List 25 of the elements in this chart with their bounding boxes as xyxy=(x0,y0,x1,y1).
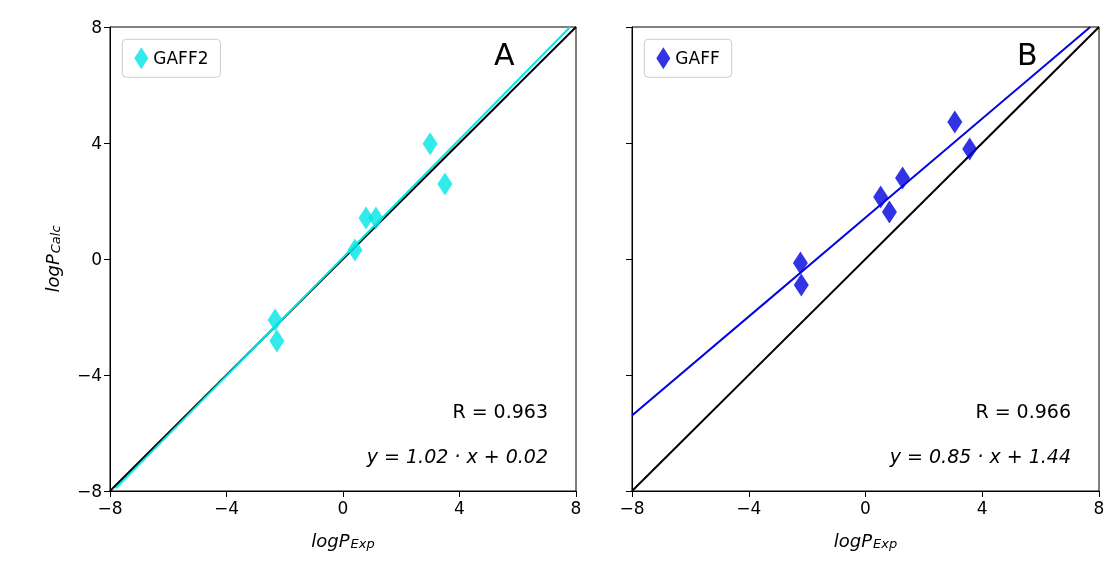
x-tick-label: 8 xyxy=(570,497,582,518)
x-tick-label: 0 xyxy=(860,497,871,518)
legend-label: GAFF xyxy=(675,48,720,69)
annotation: B xyxy=(1017,36,1038,72)
y-axis-title: logPCalc xyxy=(42,225,63,293)
x-tick-label: 8 xyxy=(1093,497,1105,518)
annotation: R = 0.963 xyxy=(452,399,548,422)
x-tick-label: 4 xyxy=(976,497,988,518)
annotation: A xyxy=(494,36,515,72)
annotation: y = 1.02 · x + 0.02 xyxy=(365,444,548,467)
y-tick-label: 4 xyxy=(91,133,102,153)
x-axis-title: logPExp xyxy=(833,530,898,551)
y-tick-label: −4 xyxy=(76,365,102,385)
x-tick-label: −4 xyxy=(736,497,762,518)
y-tick-label: 8 xyxy=(91,17,102,37)
x-tick-label: −4 xyxy=(213,497,240,518)
annotation: R = 0.966 xyxy=(975,399,1071,422)
y-tick-label: −8 xyxy=(76,481,102,501)
x-tick-label: 0 xyxy=(337,497,349,518)
legend-label: GAFF2 xyxy=(153,48,209,69)
x-axis-title: logPExp xyxy=(311,530,375,551)
x-tick-label: 4 xyxy=(454,497,465,518)
y-tick-label: 0 xyxy=(91,249,102,269)
x-tick-label: −8 xyxy=(619,497,645,518)
annotation: y = 0.85 · x + 1.44 xyxy=(888,444,1071,467)
